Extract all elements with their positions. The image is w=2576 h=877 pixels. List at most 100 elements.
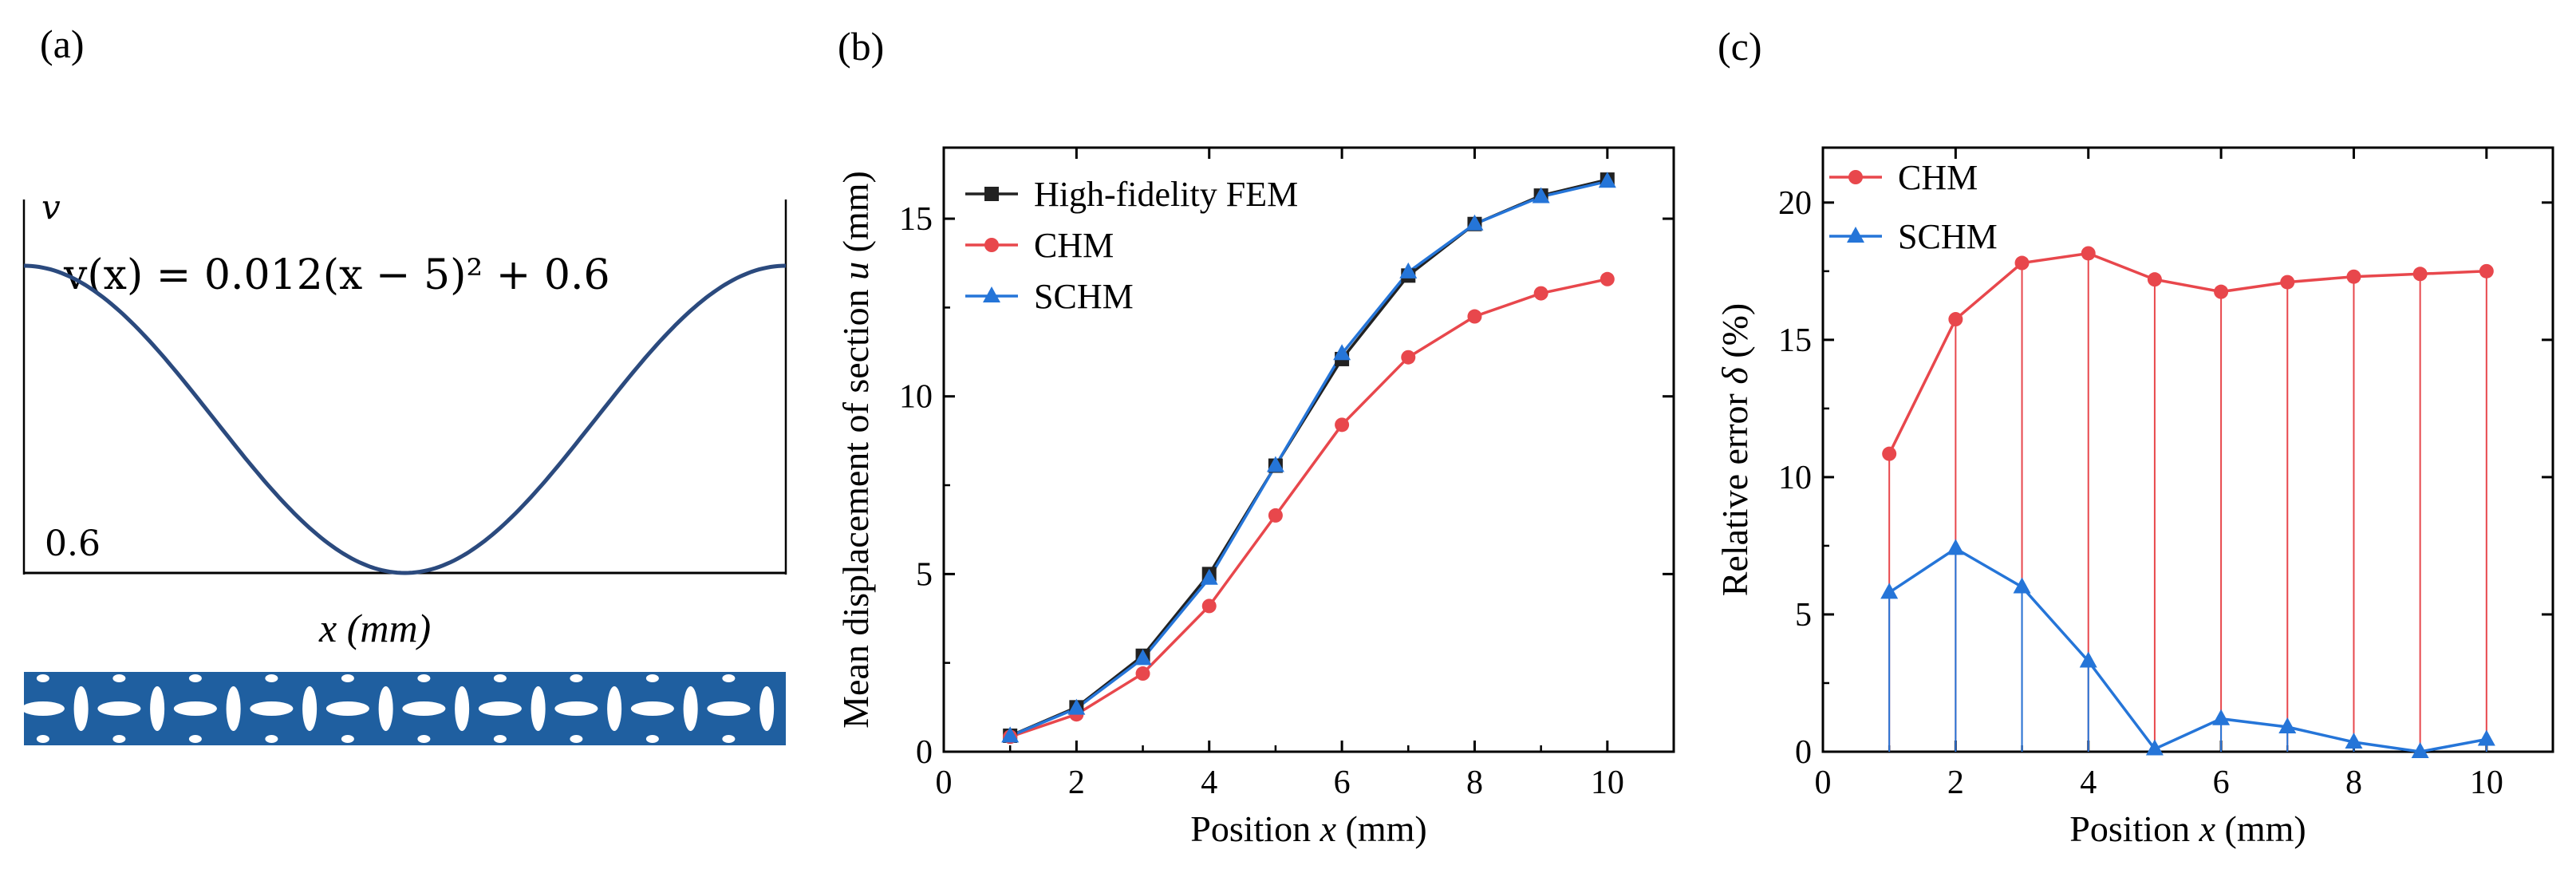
strip-hole (417, 735, 431, 743)
strip-hole (683, 686, 698, 731)
y-tick-label: 10 (1778, 460, 1812, 496)
strip-hole (570, 674, 583, 682)
panel-a-curve (23, 263, 787, 575)
panel-a-strip (21, 672, 786, 745)
strip-hole (265, 735, 278, 743)
data-point (1401, 350, 1416, 365)
series-line-chm (1888, 251, 2487, 455)
strip-hole (570, 735, 583, 743)
data-point (2013, 577, 2031, 594)
x-tick-label: 6 (2213, 764, 2230, 801)
data-point (1399, 262, 1418, 279)
strip-hole (173, 701, 217, 716)
data-point (1947, 539, 1965, 555)
legend-label: CHM (1898, 158, 1978, 197)
x-tick-label: 0 (1815, 764, 1832, 801)
strip-hole (645, 674, 659, 682)
strip-hole (97, 701, 141, 716)
data-point (1201, 598, 1217, 614)
data-point (1333, 344, 1351, 361)
data-point (1067, 698, 1086, 715)
strip-hole (478, 701, 522, 716)
legend-marker (984, 238, 999, 252)
panel-a-x-label: x (mm) (318, 606, 431, 650)
legend-marker (1848, 170, 1863, 184)
strip-hole (188, 674, 202, 682)
strip-hole (265, 674, 278, 682)
strip-hole (226, 686, 241, 731)
data-point (1335, 417, 1350, 433)
x-tick-label: 2 (1947, 764, 1964, 801)
panel-a-equation: v(x) = 0.012(x − 5)² + 0.6 (63, 251, 610, 299)
y-tick-label: 0 (1795, 734, 1812, 771)
strip-hole (607, 686, 622, 731)
data-point (2014, 255, 2030, 271)
data-point (2345, 732, 2363, 749)
data-point (2477, 729, 2495, 746)
strip-hole (73, 686, 89, 731)
strip-hole (722, 735, 736, 743)
data-point (1598, 172, 1616, 188)
data-point (1200, 568, 1218, 585)
strip-hole (112, 674, 126, 682)
data-point (1532, 187, 1550, 203)
x-tick-label: 4 (2080, 764, 2097, 801)
legend-c: CHM SCHM (1829, 158, 1998, 256)
legend-b: High-fidelity FEM CHM SCHM (965, 175, 1298, 316)
strip-hole (188, 735, 202, 743)
strip-hole (150, 686, 165, 731)
data-point (2411, 742, 2429, 758)
panel-a-min-label: 0.6 (45, 523, 101, 564)
legend-marker (984, 187, 999, 201)
data-point (1882, 446, 1897, 461)
legend-label: CHM (1034, 226, 1114, 265)
series-line-schm (1009, 180, 1608, 738)
strip-hole (759, 686, 775, 731)
panel-c: (c) 0 2 4 6 8 10 0 5 10 15 20 Position x (mm) Relati… (1714, 24, 2554, 849)
y-tick-label: 0 (916, 734, 933, 771)
legend-label: SCHM (1034, 277, 1134, 316)
strip-hole (36, 674, 49, 682)
strip-hole (341, 674, 354, 682)
x-tick-label: 8 (1466, 764, 1483, 801)
strip-hole (531, 686, 546, 731)
data-point (1266, 456, 1284, 472)
data-point (1533, 286, 1548, 301)
strip-hole (493, 674, 507, 682)
strip-hole (21, 701, 65, 716)
y-axis-label: Relative error δ (%) (1714, 303, 1755, 597)
data-point (2145, 739, 2164, 756)
panel-b-letter: (b) (838, 24, 884, 69)
y-tick-label: 15 (1778, 322, 1812, 359)
y-axis-label: Mean displacement of section u (mm) (835, 171, 876, 729)
strip-hole (341, 735, 354, 743)
data-point (2278, 717, 2297, 734)
data-point (1134, 649, 1152, 666)
panel-a: (a) v v(x) = 0.012(x − 5)² + 0.6 0.6 x (… (21, 22, 787, 745)
strip-hole (455, 686, 470, 731)
panel-c-letter: (c) (1718, 24, 1762, 69)
strip-hole (630, 701, 674, 716)
x-axis-label: Position x (mm) (1190, 808, 1426, 849)
x-tick-label: 10 (2470, 764, 2503, 801)
strip-hole (402, 701, 446, 716)
panel-b-plot: 0 2 4 6 8 10 0 5 10 15 Position x (mm) Mean displac… (835, 146, 1675, 849)
data-point (2212, 709, 2231, 725)
strip-hole (112, 735, 126, 743)
strip-hole (378, 686, 393, 731)
data-point (1467, 309, 1482, 324)
x-tick-label: 4 (1201, 764, 1217, 801)
x-axis-label: Position x (mm) (2069, 808, 2306, 849)
data-point (1268, 508, 1283, 523)
series-line-chm (1009, 278, 1608, 738)
y-tick-label: 15 (899, 201, 933, 238)
data-point (2412, 267, 2428, 282)
strip-hole (302, 686, 318, 731)
y-tick-label: 20 (1778, 185, 1812, 222)
x-tick-label: 6 (1334, 764, 1351, 801)
strip-hole (417, 674, 431, 682)
data-point (2479, 263, 2494, 279)
plot-frame-b (942, 146, 1675, 753)
data-point (1135, 666, 1150, 681)
strip-hole (493, 735, 507, 743)
